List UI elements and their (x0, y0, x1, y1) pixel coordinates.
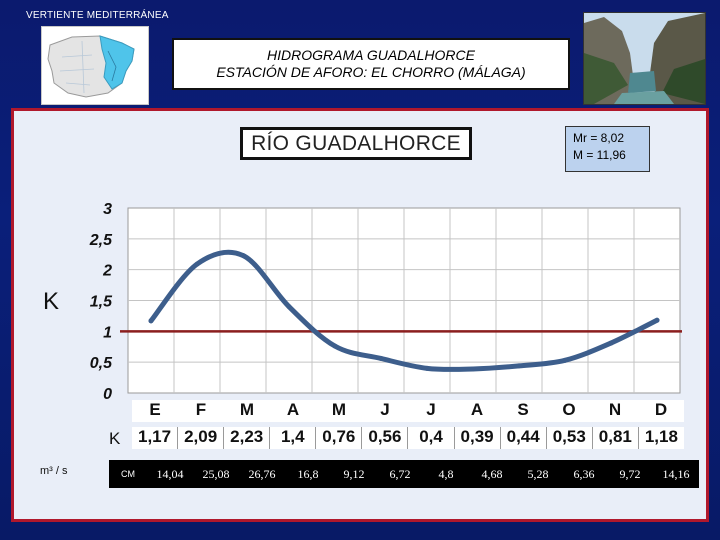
data-point (286, 304, 292, 310)
month-label: S (517, 400, 529, 419)
data-point (194, 261, 200, 267)
flow-value-cell: 14,16 (662, 466, 690, 481)
k-value-cell: 2,23 (223, 427, 269, 449)
y-tick-label: 3 (103, 201, 112, 218)
spain-map-graphic (47, 35, 135, 98)
y-tick-label: 1 (103, 324, 112, 341)
data-point (240, 252, 246, 258)
month-label: M (331, 400, 347, 419)
data-point (378, 355, 384, 361)
y-tick-label: 0,5 (90, 355, 113, 372)
region-label: VERTIENTE MEDITERRÁNEA (26, 10, 169, 21)
gorge-photo-graphic (584, 13, 705, 104)
data-point (470, 366, 476, 372)
data-point (608, 340, 614, 346)
k-value-cell: 0,4 (407, 427, 453, 449)
gorge-photo (583, 12, 706, 105)
flow-table: CM 14,04 25,08 26,76 16,8 9,12 6,72 4,8 4,68 5,2… (109, 460, 699, 488)
river-name: RÍO GUADALHORCE (251, 131, 461, 155)
k-values-row: 1,17 2,09 2,23 1,4 0,76 0,56 0,4 0,39 0,44 0,53 0,… (132, 427, 684, 449)
k-value-cell: 1,17 (137, 427, 172, 446)
month-label: A (470, 400, 484, 419)
k-value-cell: 0,76 (315, 427, 361, 449)
river-name-box: RÍO GUADALHORCE (240, 127, 472, 160)
month-label: J (380, 400, 390, 419)
flow-value-cell: 9,72 (619, 466, 641, 481)
k-axis-label: K (43, 288, 60, 315)
stats-box: Mr = 8,02 M = 11,96 (565, 126, 650, 172)
flow-value-cell: 4,68 (481, 466, 503, 481)
data-point (424, 365, 430, 371)
data-point (148, 318, 154, 324)
data-point (562, 357, 568, 363)
k-value-cell: 1,4 (269, 427, 315, 449)
flow-value-cell: 9,12 (343, 466, 365, 481)
k-value-cell: 1,18 (637, 427, 684, 449)
title-line-1: HIDROGRAMA GUADALHORCE (267, 47, 475, 63)
flow-value-cell: 6,72 (389, 466, 411, 481)
stat-m: M = 11,96 (573, 148, 626, 162)
flow-value-cell: 4,8 (438, 466, 454, 481)
data-point (332, 343, 338, 349)
k-value-cell: 0,44 (499, 427, 546, 449)
month-label: A (286, 400, 300, 419)
y-tick-label: 1,5 (90, 294, 113, 311)
month-label: N (608, 400, 622, 419)
stat-mr: Mr = 8,02 (573, 131, 625, 145)
data-point (654, 317, 660, 323)
flow-value-cell: 14,04 (156, 466, 184, 481)
k-row-label: K (109, 429, 121, 448)
y-tick-label: 2,5 (89, 232, 113, 249)
flow-row-label: CM (121, 469, 135, 479)
title-box: HIDROGRAMA GUADALHORCE ESTACIÓN DE AFORO… (172, 38, 570, 90)
title-line-2: ESTACIÓN DE AFORO: EL CHORRO (MÁLAGA) (216, 64, 526, 80)
data-point (516, 363, 522, 369)
flow-value-cell: 26,76 (248, 466, 276, 481)
spain-map-image (41, 26, 149, 105)
month-label: D (654, 400, 668, 419)
month-label: E (149, 400, 161, 419)
month-label: F (195, 400, 207, 419)
k-value-cell: 0,81 (591, 427, 638, 449)
month-label: J (426, 400, 436, 419)
flow-value-cell: 5,28 (527, 466, 549, 481)
flow-unit-label: m³ / s (40, 465, 68, 477)
flow-value-cell: 16,8 (297, 466, 319, 481)
month-label: M (239, 400, 255, 419)
y-tick-label: 2 (102, 263, 112, 280)
k-value-cell: 0,53 (545, 427, 592, 449)
k-value-cell: 0,56 (361, 427, 407, 449)
flow-value-cell: 25,08 (202, 466, 230, 481)
k-value-cell: 2,09 (177, 427, 223, 449)
month-label: O (562, 400, 576, 419)
y-tick-label: 0 (103, 386, 112, 403)
k-value-cell: 0,39 (453, 427, 500, 449)
flow-value-cell: 6,36 (573, 466, 595, 481)
flow-strip: m³ / s CM 14,04 25,08 26,76 16,8 9,12 6,72 4,8… (12, 457, 708, 488)
